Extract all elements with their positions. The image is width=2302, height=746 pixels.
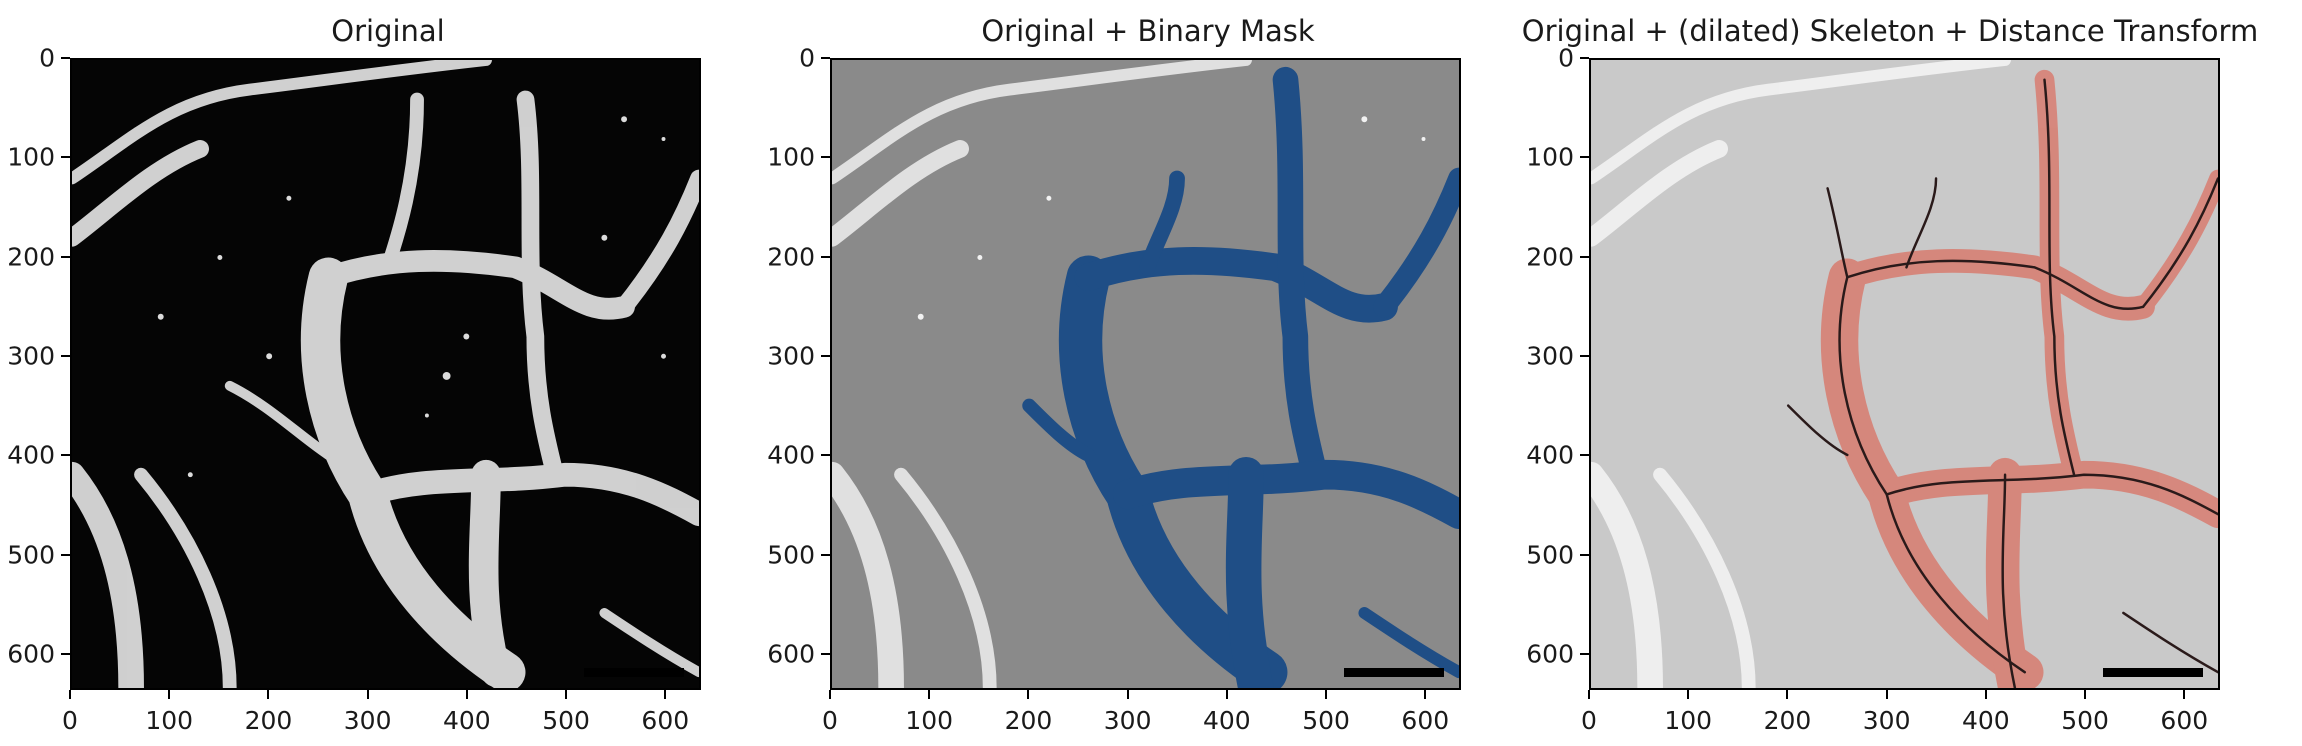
y-tick-mark bbox=[821, 553, 830, 556]
y-tick-label: 600 bbox=[767, 639, 815, 669]
mask-image bbox=[832, 60, 1459, 688]
x-tick-mark bbox=[366, 690, 369, 699]
x-tick-mark bbox=[1225, 690, 1228, 699]
y-tick-mark bbox=[61, 553, 70, 556]
y-tick-label: 100 bbox=[1526, 142, 1574, 172]
x-tick-label: 0 bbox=[1581, 706, 1597, 735]
y-tick-label: 300 bbox=[767, 341, 815, 371]
scale-bar bbox=[1344, 668, 1444, 677]
x-tick-mark bbox=[267, 690, 270, 699]
y-tick-mark bbox=[1580, 57, 1589, 59]
y-tick-label: 100 bbox=[7, 142, 55, 172]
y-tick-label: 100 bbox=[767, 142, 815, 172]
x-tick-mark bbox=[1424, 690, 1427, 699]
x-tick-label: 0 bbox=[62, 706, 78, 735]
x-tick-mark bbox=[1786, 690, 1789, 699]
x-tick-label: 500 bbox=[542, 706, 590, 735]
x-tick-mark bbox=[2084, 690, 2087, 699]
y-tick-mark bbox=[1580, 454, 1589, 457]
y-tick-mark bbox=[1580, 255, 1589, 258]
x-tick-mark bbox=[1885, 690, 1888, 699]
x-tick-label: 0 bbox=[822, 706, 838, 735]
x-tick-mark bbox=[1984, 690, 1987, 699]
y-tick-mark bbox=[1580, 355, 1589, 358]
scale-bar bbox=[584, 668, 684, 677]
x-tick-mark bbox=[1126, 690, 1129, 699]
x-tick-label: 300 bbox=[343, 706, 392, 735]
y-tick-label: 200 bbox=[1526, 242, 1574, 272]
x-tick-mark bbox=[1027, 690, 1030, 699]
vessel-image bbox=[72, 60, 699, 688]
x-tick-mark bbox=[565, 690, 568, 699]
x-tick-label: 400 bbox=[1202, 706, 1251, 735]
x-tick-label: 200 bbox=[1763, 706, 1812, 735]
x-tick-label: 100 bbox=[905, 706, 954, 735]
y-tick-mark bbox=[61, 57, 70, 59]
x-tick-label: 100 bbox=[1664, 706, 1713, 735]
y-tick-mark bbox=[821, 57, 830, 59]
y-tick-label: 300 bbox=[7, 341, 55, 371]
x-tick-label: 300 bbox=[1103, 706, 1152, 735]
y-tick-label: 400 bbox=[1526, 440, 1574, 470]
y-tick-label: 400 bbox=[767, 440, 815, 470]
y-tick-label: 200 bbox=[7, 242, 55, 272]
x-tick-label: 200 bbox=[244, 706, 293, 735]
x-tick-label: 400 bbox=[442, 706, 491, 735]
x-tick-mark bbox=[69, 690, 71, 699]
y-tick-label: 0 bbox=[799, 43, 815, 73]
y-tick-mark bbox=[821, 355, 830, 358]
x-tick-label: 500 bbox=[2061, 706, 2109, 735]
y-tick-mark bbox=[1580, 156, 1589, 159]
scale-bar bbox=[2103, 668, 2203, 677]
panel-title: Original bbox=[331, 14, 445, 48]
y-tick-label: 300 bbox=[1526, 341, 1574, 371]
x-tick-mark bbox=[1325, 690, 1328, 699]
y-tick-label: 600 bbox=[7, 639, 55, 669]
x-tick-mark bbox=[168, 690, 171, 699]
panel-original: Original bbox=[0, 0, 740, 746]
x-tick-mark bbox=[1588, 690, 1590, 699]
y-tick-label: 500 bbox=[767, 540, 815, 570]
x-tick-mark bbox=[1687, 690, 1690, 699]
x-tick-mark bbox=[829, 690, 831, 699]
x-tick-label: 400 bbox=[1961, 706, 2010, 735]
y-tick-mark bbox=[821, 653, 830, 656]
y-tick-mark bbox=[821, 156, 830, 159]
panel-title: Original + Binary Mask bbox=[981, 14, 1315, 48]
x-tick-label: 500 bbox=[1302, 706, 1350, 735]
y-tick-label: 500 bbox=[7, 540, 55, 570]
y-tick-label: 0 bbox=[39, 43, 55, 73]
y-tick-mark bbox=[61, 355, 70, 358]
y-tick-mark bbox=[61, 454, 70, 457]
x-tick-label: 300 bbox=[1862, 706, 1911, 735]
image-original bbox=[70, 58, 701, 690]
y-tick-mark bbox=[1580, 553, 1589, 556]
y-tick-mark bbox=[821, 454, 830, 457]
x-tick-label: 600 bbox=[2160, 706, 2209, 735]
x-tick-label: 200 bbox=[1004, 706, 1053, 735]
x-tick-mark bbox=[465, 690, 468, 699]
y-tick-mark bbox=[61, 156, 70, 159]
skeleton-image bbox=[1591, 60, 2218, 688]
y-tick-mark bbox=[1580, 653, 1589, 656]
y-tick-mark bbox=[821, 255, 830, 258]
y-tick-label: 400 bbox=[7, 440, 55, 470]
x-tick-label: 600 bbox=[1401, 706, 1450, 735]
panel-title: Original + (dilated) Skeleton + Distance… bbox=[1521, 14, 2259, 48]
x-tick-mark bbox=[664, 690, 667, 699]
image-skeleton-distance bbox=[1589, 58, 2220, 690]
y-tick-label: 0 bbox=[1558, 43, 1574, 73]
x-tick-mark bbox=[928, 690, 931, 699]
y-tick-label: 200 bbox=[767, 242, 815, 272]
x-tick-label: 600 bbox=[641, 706, 690, 735]
y-tick-mark bbox=[61, 653, 70, 656]
x-tick-label: 100 bbox=[145, 706, 194, 735]
y-tick-label: 500 bbox=[1526, 540, 1574, 570]
x-tick-mark bbox=[2183, 690, 2186, 699]
y-tick-mark bbox=[61, 255, 70, 258]
y-tick-label: 600 bbox=[1526, 639, 1574, 669]
image-binary-mask bbox=[830, 58, 1461, 690]
